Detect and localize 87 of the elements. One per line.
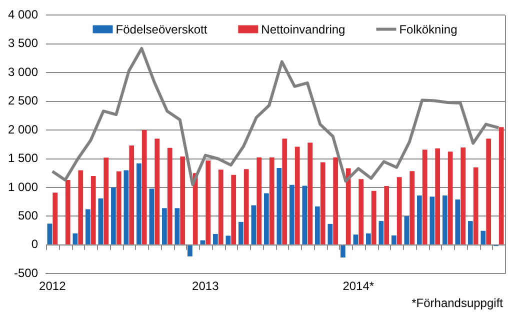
bar	[264, 193, 269, 244]
bar	[256, 157, 262, 244]
bar	[460, 148, 466, 244]
bar	[47, 224, 52, 244]
legend-label: Nettoinvandring	[261, 22, 346, 37]
bar	[396, 177, 402, 244]
bar	[244, 169, 249, 244]
y-tick-label: 2 000	[8, 122, 38, 136]
x-tick-label: 2014*	[342, 279, 374, 294]
bar	[498, 127, 504, 244]
bar	[410, 171, 415, 244]
bar	[162, 208, 167, 244]
bar	[78, 170, 84, 244]
bar	[486, 138, 492, 244]
y-tick-label: -500	[14, 266, 38, 280]
bar	[455, 200, 460, 244]
bar	[378, 221, 384, 244]
bar	[167, 148, 172, 244]
bar	[200, 240, 206, 244]
bar	[430, 196, 435, 244]
bar	[212, 234, 218, 244]
bar	[468, 221, 473, 244]
y-tick-label: 3 000	[8, 64, 38, 79]
bar	[473, 167, 478, 244]
bar	[86, 209, 90, 244]
bar	[269, 157, 274, 244]
bar	[308, 142, 313, 244]
bar	[129, 146, 134, 244]
bar	[333, 157, 338, 244]
bar	[371, 190, 376, 244]
bar	[218, 170, 224, 244]
legend-label: Födelseöverskott	[116, 22, 208, 37]
bar	[294, 146, 300, 244]
bar	[136, 163, 142, 244]
bar	[366, 233, 371, 244]
bar	[65, 180, 70, 244]
legend-label: Folkökning	[399, 22, 458, 37]
bar	[238, 222, 244, 244]
y-tick-label: 1 000	[8, 180, 38, 194]
y-tick-label: 0	[31, 237, 38, 252]
y-tick-label: 2 500	[8, 94, 38, 108]
bar	[226, 236, 231, 244]
bar	[320, 162, 326, 244]
y-tick-label: 500	[18, 208, 38, 222]
bar	[340, 245, 346, 258]
bar	[180, 156, 186, 244]
bar	[422, 150, 428, 244]
bar	[442, 196, 448, 244]
bar	[251, 205, 256, 244]
y-tick-label: 3 500	[8, 36, 38, 50]
bar	[192, 173, 198, 244]
bar	[116, 171, 122, 244]
bar	[435, 148, 440, 244]
bar	[174, 208, 180, 244]
bar	[188, 245, 192, 256]
bar	[404, 216, 410, 244]
bar	[358, 179, 364, 244]
bar	[416, 196, 422, 244]
bar	[328, 224, 333, 244]
bar	[480, 230, 486, 244]
bar	[231, 174, 236, 244]
x-tick-label: 2013	[192, 279, 220, 294]
x-tick-label: 2012	[39, 279, 66, 294]
bar	[72, 233, 78, 244]
bar	[391, 235, 396, 244]
bar	[154, 138, 160, 244]
bar	[302, 186, 308, 244]
bar	[353, 234, 358, 244]
y-tick-label: 4 000	[8, 8, 38, 22]
bar	[206, 160, 211, 244]
bar	[384, 186, 390, 244]
bar	[142, 130, 147, 244]
bar	[282, 138, 288, 244]
bar	[276, 168, 282, 244]
bar	[90, 176, 96, 244]
bar	[314, 206, 320, 244]
bar	[289, 184, 294, 244]
bar	[124, 170, 129, 244]
bar	[104, 158, 109, 244]
text: *Förhandsuppgift	[412, 296, 503, 310]
bar	[52, 192, 58, 244]
bar	[111, 187, 116, 244]
y-tick-label: 1 500	[8, 151, 38, 166]
bar	[346, 168, 351, 244]
bar	[98, 198, 104, 244]
bar	[448, 152, 453, 244]
bar	[149, 188, 154, 244]
